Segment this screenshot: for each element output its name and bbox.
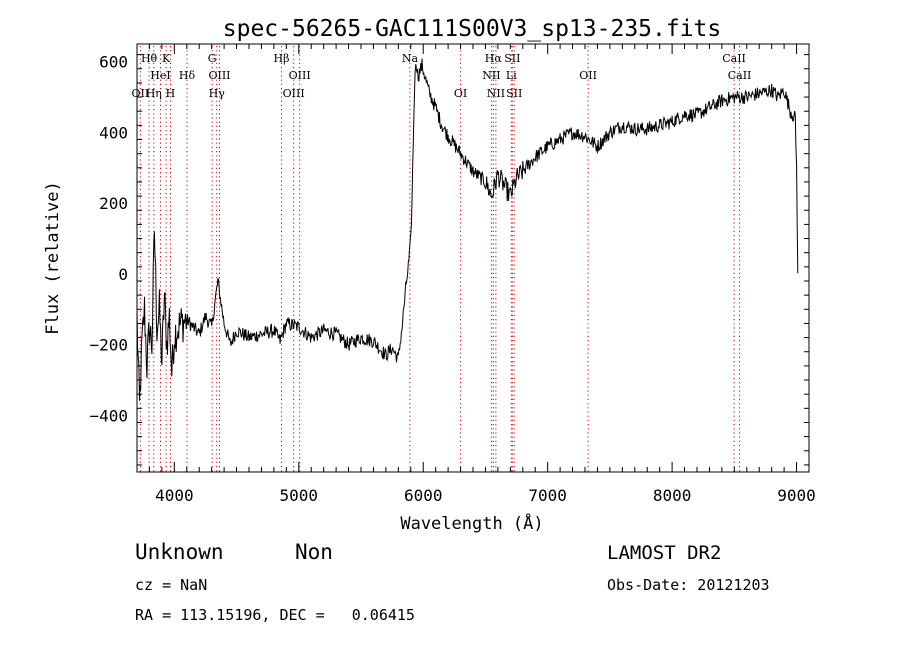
x-tick-label: 9000	[777, 486, 816, 505]
x-tick-label: 7000	[528, 486, 567, 505]
x-tick-label: 5000	[280, 486, 319, 505]
x-axis-label: Wavelength (Å)	[400, 512, 543, 534]
y-tick-label: 600	[99, 53, 128, 72]
spectral-line-label: OIII	[283, 87, 305, 100]
y-tick-label: −200	[89, 336, 128, 355]
spectral-line-label: G	[208, 52, 217, 65]
y-tick-label: 0	[118, 265, 128, 284]
y-tick-label: −400	[89, 406, 128, 425]
spectral-line-label: NII	[487, 87, 505, 100]
spectral-line-label: OI	[454, 87, 467, 100]
object-subclass: Non	[295, 540, 333, 564]
plot-border	[136, 43, 810, 473]
spectrum-line	[136, 58, 799, 401]
spectral-line-label: OII	[579, 69, 597, 82]
coordinates: RA = 113.15196, DEC = 0.06415	[135, 606, 415, 624]
chart-title: spec-56265-GAC111S00V3_sp13-235.fits	[223, 16, 722, 42]
spectral-line-label: Na	[402, 52, 419, 65]
spectral-line-label: OII	[132, 87, 150, 100]
spectral-line-label: NII	[482, 69, 500, 82]
spectral-line-label: OIII	[289, 69, 311, 82]
axis-ticks	[136, 44, 810, 472]
x-tick-label: 6000	[404, 486, 443, 505]
spectral-line-label: HeI	[150, 69, 170, 82]
spectral-line-label: Hδ	[179, 69, 196, 82]
spectral-line-label: CaII	[728, 69, 752, 82]
spectral-line-label: H	[166, 87, 176, 100]
observation-date: Obs-Date: 20121203	[607, 576, 770, 594]
spectral-line-label: Hα	[485, 52, 503, 65]
spectral-line-label: Hβ	[274, 52, 290, 65]
x-tick-label: 8000	[653, 486, 692, 505]
axis-tick-labels: 4000 5000 6000 7000 8000 9000 −400 −200 0 200 400 6…	[89, 53, 815, 505]
spectral-line-label: Hη	[146, 87, 162, 100]
spectral-line-label: SII	[506, 87, 522, 100]
survey-name: LAMOST DR2	[607, 542, 722, 564]
spectral-line-label: Hγ	[209, 87, 226, 100]
spectral-line-label: SII	[504, 52, 520, 65]
y-tick-label: 200	[99, 194, 128, 213]
spectral-line-label: Hθ	[141, 52, 158, 65]
object-class: Unknown	[135, 540, 224, 564]
plot-frame	[136, 43, 810, 473]
spectral-line-label: OIII	[208, 69, 230, 82]
y-tick-label: 400	[99, 123, 128, 142]
spectral-line-label: CaII	[722, 52, 746, 65]
spectral-line-markers	[139, 46, 741, 472]
redshift-cz: cz = NaN	[135, 576, 208, 594]
spectrum-series	[136, 58, 799, 401]
spectral-line-label: Li	[506, 69, 517, 82]
x-tick-label: 4000	[155, 486, 194, 505]
spectral-line-label: K	[162, 52, 171, 65]
y-axis-label: Flux (relative)	[43, 181, 63, 335]
